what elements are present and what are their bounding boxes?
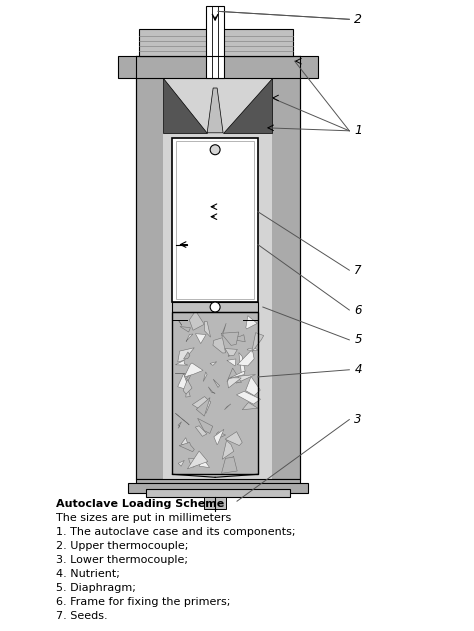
Polygon shape bbox=[228, 378, 241, 388]
Text: The sizes are put in millimeters: The sizes are put in millimeters bbox=[56, 513, 231, 523]
Polygon shape bbox=[227, 368, 241, 382]
Polygon shape bbox=[189, 458, 201, 467]
Polygon shape bbox=[186, 389, 190, 397]
Polygon shape bbox=[223, 78, 272, 133]
Polygon shape bbox=[186, 334, 193, 341]
Polygon shape bbox=[210, 362, 217, 365]
Polygon shape bbox=[196, 398, 210, 416]
Text: 2: 2 bbox=[354, 13, 362, 26]
Polygon shape bbox=[203, 372, 207, 382]
Polygon shape bbox=[175, 413, 189, 425]
Bar bbox=[173, 138, 258, 302]
Text: 6. Frame for fixing the primers;: 6. Frame for fixing the primers; bbox=[56, 597, 230, 607]
Bar bbox=[164, 78, 272, 83]
Polygon shape bbox=[180, 326, 191, 332]
Polygon shape bbox=[237, 350, 254, 366]
Polygon shape bbox=[208, 387, 215, 393]
Bar bbox=[136, 480, 300, 491]
Circle shape bbox=[210, 302, 220, 312]
Polygon shape bbox=[225, 432, 242, 445]
Bar bbox=[204, 497, 226, 509]
Polygon shape bbox=[183, 352, 190, 359]
Polygon shape bbox=[228, 371, 244, 379]
Polygon shape bbox=[178, 321, 182, 326]
Polygon shape bbox=[222, 440, 234, 459]
Polygon shape bbox=[221, 332, 239, 345]
Text: 3: 3 bbox=[354, 413, 362, 426]
Polygon shape bbox=[198, 418, 213, 433]
Text: 4: 4 bbox=[354, 363, 362, 376]
Bar bbox=[176, 141, 254, 299]
Text: 7. Seeds.: 7. Seeds. bbox=[56, 611, 108, 621]
Polygon shape bbox=[237, 391, 261, 404]
Polygon shape bbox=[214, 429, 224, 445]
Polygon shape bbox=[225, 404, 231, 410]
Polygon shape bbox=[225, 348, 237, 356]
Polygon shape bbox=[216, 432, 226, 439]
Text: 5: 5 bbox=[354, 333, 362, 346]
Text: 3. Lower thermocouple;: 3. Lower thermocouple; bbox=[56, 555, 188, 565]
Bar bbox=[118, 56, 318, 78]
Text: 1: 1 bbox=[354, 124, 362, 138]
Polygon shape bbox=[242, 403, 258, 410]
Polygon shape bbox=[246, 377, 260, 396]
Polygon shape bbox=[213, 379, 219, 387]
Polygon shape bbox=[227, 359, 236, 366]
Polygon shape bbox=[247, 348, 258, 351]
Text: Autoclave Loading Scheme: Autoclave Loading Scheme bbox=[56, 499, 224, 509]
Polygon shape bbox=[178, 422, 182, 428]
Bar bbox=[128, 483, 308, 493]
Bar bbox=[146, 489, 290, 497]
Polygon shape bbox=[195, 426, 207, 436]
Polygon shape bbox=[178, 348, 194, 362]
Polygon shape bbox=[184, 363, 203, 377]
Text: 4. Nutrient;: 4. Nutrient; bbox=[56, 569, 120, 579]
Polygon shape bbox=[230, 375, 255, 383]
Circle shape bbox=[210, 144, 220, 155]
Polygon shape bbox=[184, 369, 194, 387]
Text: 1. The autoclave case and its components;: 1. The autoclave case and its components… bbox=[56, 527, 296, 537]
Polygon shape bbox=[234, 334, 245, 342]
Polygon shape bbox=[213, 338, 226, 353]
Text: 5. Diaphragm;: 5. Diaphragm; bbox=[56, 583, 136, 593]
Bar bbox=[173, 312, 258, 475]
Polygon shape bbox=[199, 455, 210, 468]
Polygon shape bbox=[192, 396, 211, 413]
Bar bbox=[206, 6, 224, 78]
Polygon shape bbox=[189, 311, 204, 330]
Bar bbox=[138, 29, 292, 56]
Polygon shape bbox=[178, 374, 189, 390]
Polygon shape bbox=[175, 360, 188, 365]
Polygon shape bbox=[252, 333, 264, 352]
Polygon shape bbox=[164, 78, 207, 133]
Polygon shape bbox=[183, 379, 192, 394]
Text: 7: 7 bbox=[354, 264, 362, 277]
Polygon shape bbox=[222, 323, 226, 337]
Bar bbox=[173, 312, 258, 475]
Polygon shape bbox=[187, 451, 208, 469]
Polygon shape bbox=[195, 334, 206, 344]
Polygon shape bbox=[221, 456, 237, 473]
Polygon shape bbox=[181, 438, 190, 450]
Polygon shape bbox=[239, 353, 245, 373]
Text: 2. Upper thermocouple;: 2. Upper thermocouple; bbox=[56, 541, 189, 551]
Polygon shape bbox=[207, 88, 223, 133]
Polygon shape bbox=[204, 321, 210, 337]
Text: 6: 6 bbox=[354, 304, 362, 317]
Polygon shape bbox=[246, 316, 257, 329]
Polygon shape bbox=[179, 442, 194, 452]
Bar bbox=[173, 302, 258, 312]
Polygon shape bbox=[178, 461, 184, 466]
Bar bbox=[164, 56, 272, 480]
Bar bbox=[136, 56, 300, 480]
